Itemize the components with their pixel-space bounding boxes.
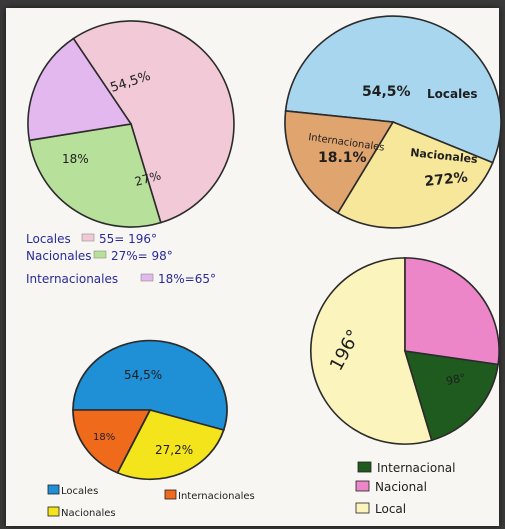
legend-swatch-3 bbox=[47, 506, 60, 517]
pie-chart-3: 54,5% 27,2% 18% Locales Internacionales Nacio… bbox=[47, 339, 255, 519]
pie-slice-2-3 bbox=[284, 110, 395, 215]
pie-slice-1-3 bbox=[27, 37, 133, 142]
slice-label-nacionales: 27% bbox=[133, 168, 162, 188]
legend-label-3: Nacionales bbox=[61, 508, 116, 519]
pie-slice-3-1 bbox=[72, 339, 228, 431]
slice-label-internacionales: 18% bbox=[93, 432, 115, 443]
slice-label-internacionales: 18% bbox=[62, 152, 89, 166]
legend-label-1: Locales bbox=[26, 232, 71, 246]
slice-label-nacionales: 27,2% bbox=[155, 443, 193, 457]
pie-chart-1: 54,5%27%18%LocalesNacionalesInternaciona… bbox=[26, 20, 235, 286]
legend-value-3: 18%=65° bbox=[158, 272, 216, 286]
legend-swatch-3 bbox=[355, 502, 370, 514]
pie-slice-1-2 bbox=[28, 123, 162, 228]
pie-slice-2-1 bbox=[284, 15, 502, 164]
pie-slice-1-1 bbox=[72, 20, 235, 224]
pie-slice-3-2 bbox=[116, 409, 225, 481]
slice-label-degrees-nacional: 98° bbox=[445, 371, 467, 388]
slice-label-pct-nacionales: 27⁡2% bbox=[424, 170, 469, 190]
slice-label-locales: 54,5% bbox=[124, 368, 162, 382]
legend-swatch-1 bbox=[357, 461, 372, 473]
legend-label-1: Locales bbox=[61, 486, 98, 497]
legend-swatch-1 bbox=[47, 484, 60, 495]
pie-slice-3-3 bbox=[72, 409, 152, 474]
slice-label-pct-locales: 54,5% bbox=[362, 84, 411, 100]
legend-value-2: 27%= 98° bbox=[111, 249, 173, 263]
legend-swatch-1 bbox=[81, 233, 95, 242]
legend-swatch-3 bbox=[140, 273, 154, 282]
legend-label-1: Internacional bbox=[377, 461, 455, 475]
legend-label-2: Internacionales bbox=[178, 491, 255, 502]
legend-swatch-2 bbox=[93, 250, 107, 259]
legend-label-3: Local bbox=[375, 502, 406, 516]
pie-slice-4-1 bbox=[310, 257, 433, 445]
legend-label-3: Internacionales bbox=[26, 272, 118, 286]
slice-name-locales: Locales bbox=[427, 87, 478, 101]
legend-label-2: Nacionales bbox=[26, 249, 92, 263]
pie-slice-4-3 bbox=[404, 257, 500, 366]
legend-swatch-2 bbox=[164, 489, 177, 500]
pie-slice-2-2 bbox=[336, 120, 494, 229]
legend-label-2: Nacional bbox=[375, 480, 427, 494]
legend-swatch-2 bbox=[355, 480, 370, 492]
slice-label-pct-internacionales: 18.1% bbox=[318, 150, 367, 166]
legend-value-1: 5⁥5= 196° bbox=[99, 232, 157, 246]
pie-slice-4-2 bbox=[403, 350, 500, 442]
